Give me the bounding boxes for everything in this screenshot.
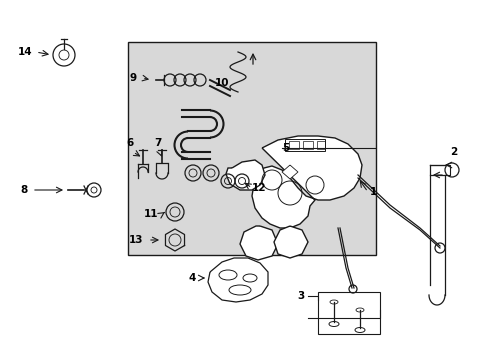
Text: 6: 6 [126,138,133,148]
Text: 13: 13 [128,235,142,245]
Text: 11: 11 [143,209,158,219]
Text: 14: 14 [18,47,33,57]
Bar [285,139,325,151]
Text: 8: 8 [20,185,27,195]
PathPatch shape [282,165,297,179]
Text: 1: 1 [369,187,376,197]
Text: 10: 10 [214,78,229,88]
Text: 12: 12 [251,183,266,193]
Text: 5: 5 [282,143,289,153]
Bar [317,292,379,334]
Text: 2: 2 [449,147,456,157]
Bar [288,141,298,149]
PathPatch shape [225,160,264,190]
Bar [303,141,312,149]
Text: 7: 7 [154,138,162,148]
PathPatch shape [207,258,267,302]
Text: 4: 4 [188,273,196,283]
PathPatch shape [240,226,278,260]
PathPatch shape [251,136,361,228]
Text: 3: 3 [297,291,305,301]
Text: 9: 9 [130,73,137,83]
Bar [128,42,375,255]
Bar [316,141,325,149]
PathPatch shape [273,226,307,258]
